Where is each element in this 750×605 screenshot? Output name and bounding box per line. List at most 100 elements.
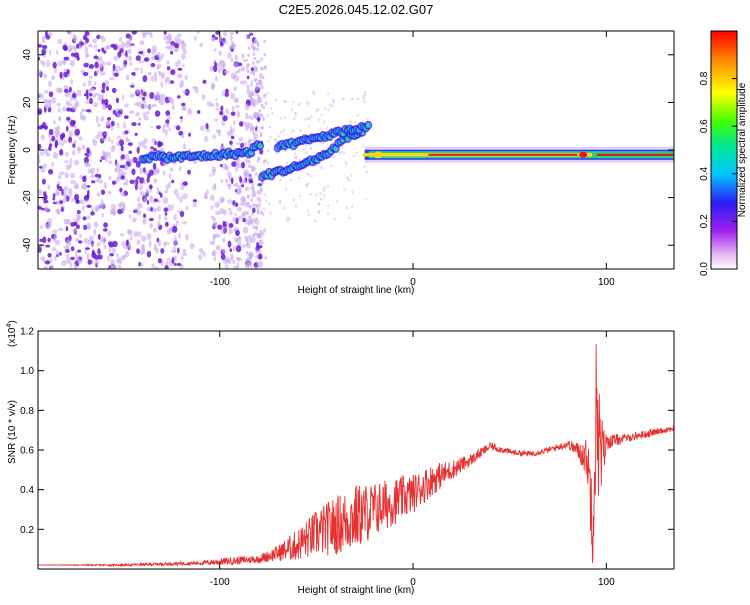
scatter-point <box>62 138 68 144</box>
scatter-point <box>61 188 64 196</box>
scatter-point <box>253 167 256 171</box>
scatter-point <box>57 38 62 45</box>
scatter-point <box>86 225 90 231</box>
scatter-point <box>168 44 174 51</box>
scatter-point <box>103 98 109 106</box>
scatter-point <box>227 130 231 137</box>
scatter-point <box>66 254 70 260</box>
scatter-point <box>265 199 268 203</box>
scatter-point <box>63 84 69 91</box>
scatter-point <box>141 59 145 64</box>
scatter-point <box>182 181 188 187</box>
scatter-point <box>131 168 136 176</box>
scatter-point <box>72 228 78 234</box>
scatter-point <box>269 136 272 139</box>
scatter-point <box>112 109 116 115</box>
scatter-point <box>123 115 129 119</box>
scatter-point <box>211 36 216 42</box>
scatter-point <box>56 102 61 107</box>
scatter-point <box>77 258 83 265</box>
scatter-point <box>182 48 187 55</box>
scatter-point <box>118 139 125 147</box>
scatter-point <box>262 75 265 80</box>
scatter-point <box>323 186 326 189</box>
scatter-point <box>165 40 171 45</box>
scatter-point <box>44 260 51 265</box>
scatter-point <box>125 74 130 81</box>
scatter-point <box>180 255 184 261</box>
scatter-point <box>132 156 138 164</box>
scatter-point <box>104 80 110 86</box>
scatter-point <box>160 72 166 79</box>
scatter-point <box>335 200 339 204</box>
scatter-point <box>73 140 77 144</box>
scatter-point <box>176 38 182 45</box>
scatter-point <box>41 178 46 185</box>
scatter-point <box>111 262 115 269</box>
scatter-point <box>66 117 71 121</box>
scatter-point <box>215 107 220 111</box>
scatter-point <box>101 88 106 94</box>
scatter-point <box>237 216 242 220</box>
scatter-point <box>250 198 253 202</box>
scatter-point <box>192 200 197 208</box>
scatter-point <box>102 154 107 159</box>
scatter-point <box>151 263 155 268</box>
scatter-point <box>74 128 80 136</box>
scatter-point <box>111 180 117 185</box>
scatter-point <box>293 117 296 121</box>
scatter-point <box>318 118 321 121</box>
scatter-point <box>236 206 243 212</box>
scatter-point <box>330 164 333 168</box>
scatter-point <box>312 90 315 94</box>
scatter-point <box>115 97 119 104</box>
scatter-point <box>315 109 318 113</box>
scatter-point <box>142 91 147 97</box>
scatter-point <box>160 248 165 254</box>
scatter-point <box>88 235 94 242</box>
scatter-point <box>83 41 87 47</box>
scatter-point <box>108 175 112 181</box>
trace-blob-hot <box>258 144 262 148</box>
scatter-point <box>58 116 62 121</box>
scatter-point <box>263 159 267 163</box>
scatter-point <box>73 221 78 226</box>
scatter-point <box>165 76 171 82</box>
scatter-point <box>297 103 300 107</box>
snr-y-tick-label: 1.2 <box>20 327 34 338</box>
scatter-point <box>135 55 141 61</box>
scatter-point <box>292 198 295 202</box>
scatter-point <box>249 252 252 257</box>
scatter-point <box>93 221 99 228</box>
scatter-point <box>78 136 83 141</box>
scatter-point <box>38 143 42 150</box>
scatter-point <box>123 121 126 129</box>
scatter-point <box>86 204 92 208</box>
scatter-point <box>40 256 45 261</box>
scatter-point <box>104 45 110 50</box>
scatter-point <box>327 92 330 96</box>
scatter-point <box>71 105 78 110</box>
scatter-point <box>152 207 158 213</box>
scatter-point <box>99 159 103 163</box>
scatter-point <box>246 69 250 74</box>
scatter-point <box>149 148 153 152</box>
scatter-point <box>258 198 262 203</box>
scatter-point <box>235 229 240 237</box>
scatter-point <box>85 89 89 97</box>
scatter-point <box>90 173 95 178</box>
scatter-point <box>258 260 264 268</box>
scatter-point <box>129 163 133 166</box>
scatter-point <box>42 236 47 244</box>
scatter-point <box>109 253 115 257</box>
scatter-point <box>95 48 98 52</box>
scatter-point <box>134 132 138 136</box>
doppler-trace-c <box>273 120 373 153</box>
scatter-point <box>152 227 158 233</box>
scatter-point <box>221 227 225 235</box>
scatter-point <box>82 175 87 183</box>
scatter-point <box>247 46 251 51</box>
scatter-point <box>256 242 260 248</box>
scatter-point <box>262 94 266 98</box>
